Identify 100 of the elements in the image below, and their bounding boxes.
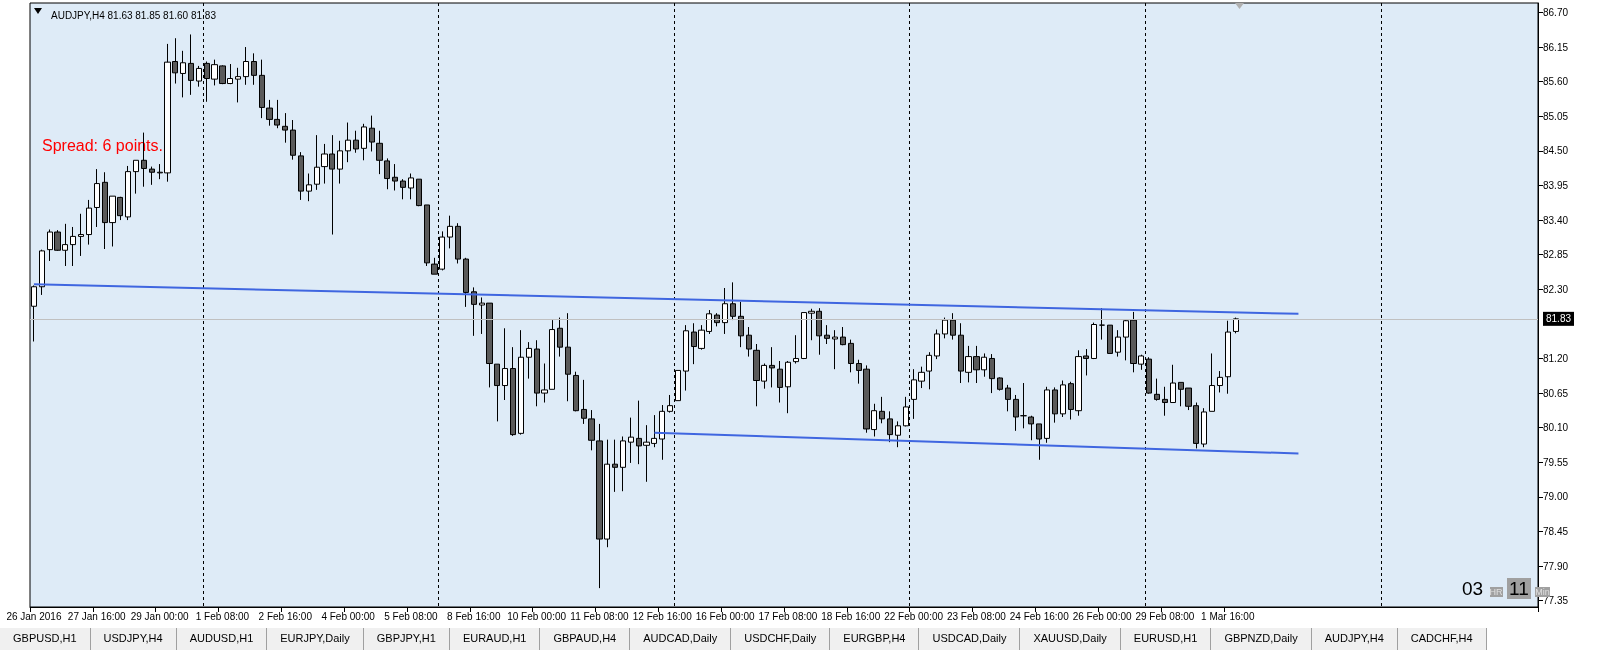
x-tick-label: 1 Mar 16:00 [1201,610,1255,622]
text: AUDUSD,H1 [176,628,268,650]
candlestick [887,410,893,443]
y-tick-label: 83.95 [1543,179,1569,191]
candlestick [369,115,375,152]
y-tick-label: 80.10 [1543,422,1569,434]
candlestick [793,334,799,365]
candlestick [149,166,155,186]
candlestick [1209,352,1215,412]
text: GBPJPY,H1 [363,628,450,650]
x-tick-label: 26 Feb 00:00 [1072,610,1132,622]
candlestick [306,173,312,202]
candlestick [989,353,995,394]
text: AUDJPY,H4 [1311,628,1398,650]
candlestick [502,327,508,401]
candlestick [942,317,948,339]
candlestick [337,140,343,185]
x-tick-label: 23 Feb 08:00 [946,610,1007,622]
x-tick-label: 4 Feb 00:00 [321,610,376,622]
candlestick [1060,380,1066,418]
candlestick [769,346,775,388]
candlestick [573,371,579,412]
text: EURAUD,H1 [449,628,541,650]
candlestick [1107,324,1113,354]
candlestick [620,436,626,492]
y-tick-label: 82.30 [1543,283,1569,295]
y-tick-label: 79.55 [1543,456,1569,468]
text: GBPNZD,Daily [1211,628,1312,650]
candlestick [298,151,304,201]
candlestick [777,360,783,404]
y-tick-label: 78.45 [1543,526,1569,537]
candlestick [1028,415,1034,441]
candlestick [455,222,461,264]
candlestick [730,281,736,321]
candlestick [722,287,728,335]
x-tick-label: 26 Jan 2016 [6,610,62,622]
candlestick [408,173,414,200]
candlestick [1020,382,1027,429]
candlestick [235,67,241,103]
candlestick [659,404,665,461]
y-tick-label: 80.65 [1543,387,1569,399]
x-tick-label: 27 Jan 16:00 [67,610,127,622]
candlestick [180,50,186,98]
text: AUDJPY,H4 81.63 81.85 81.60 81.83 [51,9,217,21]
candlestick [1115,329,1121,358]
candlestick [738,301,744,348]
candlestick [133,159,139,195]
candlestick [86,199,92,246]
x-tick-label: 29 Feb 08:00 [1135,610,1195,622]
candlestick [1170,364,1176,404]
text: USDJPY,H4 [90,628,177,650]
text: USDCAD,Daily [919,628,1021,650]
x-tick-label: 10 Feb 00:00 [507,610,567,622]
candlestick [471,286,477,337]
candlestick [1233,317,1239,334]
text: GBPAUD,H4 [540,628,631,650]
candlestick [361,123,367,161]
text: EURUSD,H1 [1120,628,1212,650]
x-tick-label: 12 Feb 16:00 [632,610,693,622]
x-tick-label: 24 Feb 16:00 [1009,610,1070,622]
candlestick [746,326,752,358]
text: AUDCAD,Daily [630,628,732,650]
candlestick [824,324,830,345]
x-tick-label: 17 Feb 08:00 [758,610,818,622]
candlestick [785,360,791,414]
x-tick-label: 29 Jan 00:00 [130,610,189,622]
x-tick-label: 11 Feb 08:00 [570,610,629,622]
candlestick [1013,394,1019,432]
candlestick [997,376,1003,392]
candlestick [612,439,618,493]
candlestick [70,226,76,267]
candlestick [94,168,100,228]
y-tick-label: 85.05 [1543,110,1569,122]
candlestick [416,178,422,207]
candlestick [1052,386,1058,424]
candlestick [565,312,571,402]
x-tick-label: 8 Feb 16:00 [447,610,501,622]
x-tick-label: 1 Feb 08:00 [195,610,250,622]
candlestick [526,341,532,380]
y-tick-label: 79.00 [1543,491,1569,503]
x-tick-label: 18 Feb 16:00 [821,610,881,622]
text: EURGBP,H4 [830,628,920,650]
y-tick-label: 81.20 [1543,352,1569,364]
text: XAUUSD,Daily [1020,628,1121,650]
candlestick [926,351,932,390]
ref-line-label: 81.83 [1546,313,1572,325]
candlestick [424,204,430,267]
candlestick [314,134,320,191]
x-tick-label: 16 Feb 00:00 [695,610,755,622]
candlestick [1217,370,1223,393]
candlestick [1044,386,1050,444]
candlestick [447,215,453,249]
candlestick [518,329,524,436]
y-tick-label: 82.85 [1543,249,1569,261]
y-tick-label: 86.70 [1543,6,1569,18]
candlestick [282,112,288,144]
x-tick-label: 22 Feb 00:00 [884,610,944,622]
candlestick [1091,322,1097,360]
text: USDCHF,Daily [731,628,831,650]
candlestick [1162,386,1168,417]
